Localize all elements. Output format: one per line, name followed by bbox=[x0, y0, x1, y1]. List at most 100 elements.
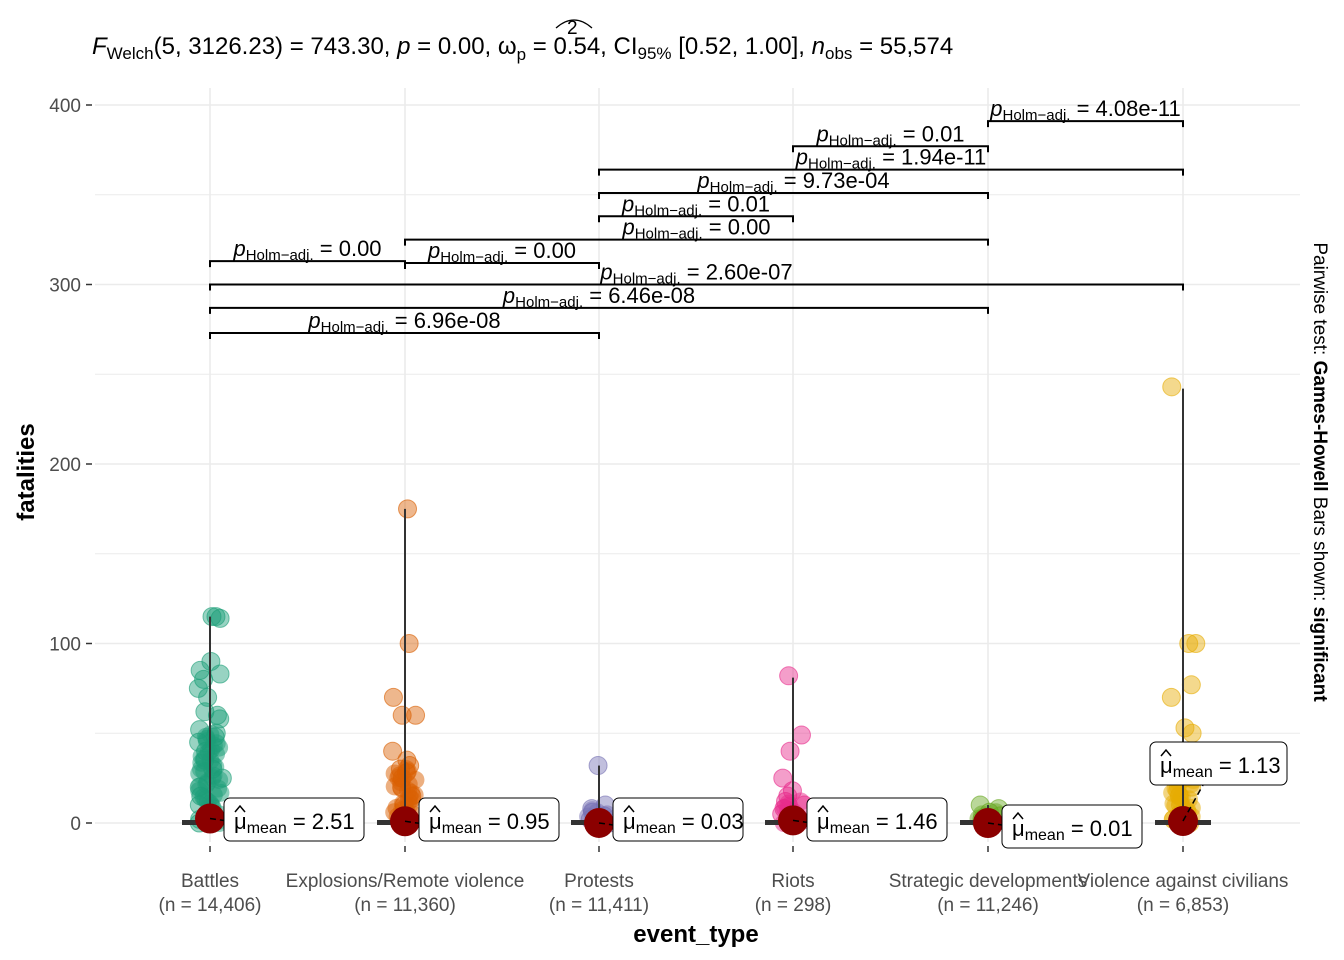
y-tick-label: 0 bbox=[70, 814, 81, 835]
x-axis: Battles (n = 14,406) Explosions/Remote vio… bbox=[159, 846, 1289, 916]
bracket-label: pHolm−adj. = 6.46e-08 bbox=[502, 283, 695, 311]
y-tick-label: 400 bbox=[49, 96, 81, 117]
bracket-label: pHolm−adj. = 0.01 bbox=[815, 121, 964, 149]
subtitle-part: obs bbox=[825, 44, 852, 63]
caption-test: Games-Howell bbox=[1309, 361, 1330, 492]
omega-superscript: 2 bbox=[567, 18, 578, 39]
mean-label-box bbox=[612, 797, 744, 842]
pairwise-bracket: pHolm−adj. = 0.01 bbox=[792, 121, 989, 153]
data-point bbox=[1161, 687, 1181, 707]
groups: μmean = 2.51 μmean = 0.95 μmean = 0.03 μmea… bbox=[182, 377, 1288, 849]
hat-icon bbox=[623, 804, 635, 813]
x-tick-label: Explosions/Remote violence bbox=[286, 871, 525, 892]
group-3: μmean = 1.46 bbox=[765, 666, 948, 842]
x-tick-label: Riots bbox=[771, 871, 814, 892]
mean-label-box bbox=[418, 797, 560, 842]
subtitle-part: (5, 3126.23) = 743.30, bbox=[154, 33, 398, 60]
bracket-label: pHolm−adj. = 6.96e-08 bbox=[307, 308, 500, 336]
x-tick-n-label: (n = 6,853) bbox=[1137, 895, 1229, 916]
mean-label-box bbox=[1001, 804, 1143, 849]
pairwise-bracket: pHolm−adj. = 0.00 bbox=[404, 215, 989, 246]
pairwise-bracket: pHolm−adj. = 6.46e-08 bbox=[209, 283, 989, 314]
group-2: μmean = 0.03 bbox=[571, 756, 744, 842]
mean-label-box bbox=[1149, 741, 1288, 786]
data-point bbox=[791, 725, 811, 745]
bracket-line bbox=[209, 331, 600, 339]
group-4: μmean = 0.01 bbox=[960, 795, 1143, 849]
subtitle-part: 95% bbox=[638, 44, 672, 63]
bracket-label: pHolm−adj. = 9.73e-04 bbox=[696, 168, 889, 196]
data-point bbox=[399, 634, 419, 653]
pairwise-bracket: pHolm−adj. = 0.00 bbox=[209, 236, 406, 268]
data-point bbox=[1179, 634, 1199, 653]
data-point bbox=[397, 760, 416, 779]
mean-leader bbox=[404, 820, 420, 825]
data-point bbox=[202, 607, 222, 627]
data-point bbox=[194, 669, 214, 689]
data-point bbox=[1162, 377, 1182, 397]
bracket-line bbox=[598, 168, 1184, 176]
hat-icon bbox=[234, 804, 246, 813]
bracket-line bbox=[404, 261, 600, 269]
bracket-line bbox=[404, 238, 989, 246]
mean-leader bbox=[987, 822, 1003, 826]
data-point bbox=[1182, 723, 1202, 743]
data-point bbox=[1181, 675, 1201, 695]
bracket-line bbox=[598, 215, 794, 223]
x-tick-label: Violence against civilians bbox=[1078, 871, 1289, 892]
subtitle-part: p bbox=[517, 45, 526, 64]
caption-shown: significant bbox=[1309, 607, 1330, 703]
y-axis-title: fatalities bbox=[13, 423, 40, 520]
bracket-label: pHolm−adj. = 2.60e-07 bbox=[599, 260, 792, 288]
bracket-line bbox=[598, 191, 989, 199]
bracket-line bbox=[987, 120, 1184, 128]
caption-prefix: Pairwise test: bbox=[1309, 242, 1330, 360]
pairwise-bracket: pHolm−adj. = 9.73e-04 bbox=[598, 168, 989, 199]
mean-label: μmean = 0.95 bbox=[429, 809, 550, 837]
x-tick-n-label: (n = 11,246) bbox=[937, 895, 1039, 916]
x-tick-label: Battles bbox=[181, 871, 239, 892]
x-axis-title: event_type bbox=[633, 921, 758, 948]
y-axis: 0 100 200 300 400 bbox=[49, 96, 92, 835]
pairwise-bracket: pHolm−adj. = 6.96e-08 bbox=[209, 308, 600, 339]
pairwise-bracket: pHolm−adj. = 1.94e-11 bbox=[598, 145, 1184, 176]
data-point bbox=[406, 705, 426, 725]
data-point bbox=[398, 499, 418, 519]
y-tick-label: 200 bbox=[49, 455, 81, 476]
mean-label: μmean = 0.01 bbox=[1012, 816, 1133, 844]
x-tick-label: Strategic developments bbox=[889, 871, 1088, 892]
subtitle-part: [0.52, 1.00], bbox=[672, 33, 812, 60]
mean-label: μmean = 2.51 bbox=[234, 809, 355, 837]
subtitle-part: ω bbox=[498, 33, 517, 60]
data-point bbox=[1186, 634, 1206, 653]
mean-leader bbox=[792, 819, 808, 824]
data-point bbox=[198, 687, 218, 707]
hat-icon bbox=[429, 804, 441, 813]
y-tick-label: 100 bbox=[49, 635, 81, 656]
bracket-label: pHolm−adj. = 1.94e-11 bbox=[795, 145, 987, 173]
mean-label-box bbox=[223, 797, 365, 842]
caption: Pairwise test: Games-Howell Bars shown: … bbox=[1309, 242, 1330, 702]
subtitle-part: n bbox=[812, 33, 825, 60]
chart-subtitle: FWelch(5, 3126.23) = 743.30, p = 0.00, ω… bbox=[92, 33, 953, 64]
bracket-label: pHolm−adj. = 0.00 bbox=[427, 238, 576, 266]
hat-icon bbox=[1012, 811, 1024, 820]
pairwise-bracket: pHolm−adj. = 2.60e-07 bbox=[209, 260, 1184, 291]
group-1: μmean = 0.95 bbox=[377, 499, 560, 842]
data-point bbox=[773, 768, 793, 788]
mean-label-box bbox=[806, 797, 948, 842]
bracket-line bbox=[209, 306, 989, 314]
data-point bbox=[383, 741, 403, 761]
subtitle-part: = 0.00, bbox=[410, 33, 497, 60]
bracket-label: pHolm−adj. = 0.00 bbox=[232, 236, 381, 264]
subtitle-part: = 55,574 bbox=[852, 33, 953, 60]
bracket-line bbox=[209, 283, 1184, 291]
mean-leader bbox=[1182, 784, 1204, 822]
mean-leader bbox=[209, 817, 225, 822]
bracket-line bbox=[792, 145, 989, 153]
bracket-label: pHolm−adj. = 0.01 bbox=[621, 191, 770, 219]
subtitle-part: Welch bbox=[107, 44, 154, 63]
mean-label: μmean = 0.03 bbox=[623, 809, 744, 837]
